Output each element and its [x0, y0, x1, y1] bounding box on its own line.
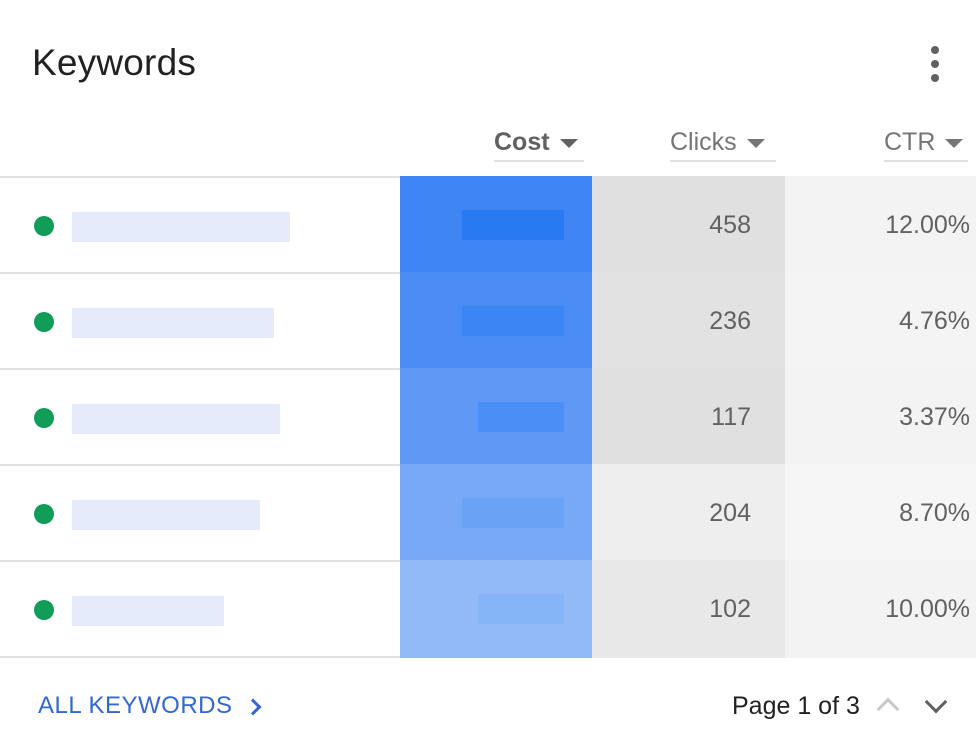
status-active-icon	[34, 312, 54, 332]
column-header-cost[interactable]: Cost	[494, 124, 584, 162]
ctr-cell: 8.70%	[785, 464, 976, 562]
previous-page-button[interactable]	[872, 690, 902, 721]
clicks-cell: 117	[592, 368, 785, 466]
all-keywords-link[interactable]: ALL KEYWORDS	[38, 692, 261, 720]
clicks-cell: 102	[592, 560, 785, 658]
status-active-icon	[34, 408, 54, 428]
card-title: Keywords	[32, 42, 197, 83]
status-active-icon	[34, 504, 54, 524]
keyword-placeholder[interactable]	[72, 500, 260, 530]
clicks-cell: 458	[592, 176, 785, 274]
cost-cell	[400, 464, 592, 562]
cost-value-placeholder	[478, 402, 564, 432]
table-row[interactable]: 102 10.00%	[0, 560, 976, 658]
all-keywords-link-label: ALL KEYWORDS	[38, 692, 233, 719]
keyword-placeholder[interactable]	[72, 212, 290, 242]
table-row[interactable]: 236 4.76%	[0, 272, 976, 370]
keyword-placeholder[interactable]	[72, 404, 280, 434]
next-page-button[interactable]	[920, 690, 950, 720]
keywords-table: 458 12.00% 236 4.76% 117 3.37% 204 8.70%	[0, 176, 976, 658]
cost-value-placeholder	[462, 498, 564, 528]
chevron-up-icon	[876, 697, 900, 721]
cost-cell	[400, 176, 592, 274]
table-row[interactable]: 204 8.70%	[0, 464, 976, 562]
ctr-cell: 4.76%	[785, 272, 976, 370]
more-vert-icon[interactable]	[920, 44, 950, 84]
chevron-down-icon	[924, 690, 948, 714]
sort-arrow-down-icon	[945, 138, 964, 148]
sort-arrow-down-icon	[746, 138, 765, 148]
status-active-icon	[34, 600, 54, 620]
cost-cell	[400, 368, 592, 466]
table-row[interactable]: 458 12.00%	[0, 176, 976, 274]
column-header-clicks[interactable]: Clicks	[670, 124, 776, 162]
column-header-clicks-label: Clicks	[670, 127, 737, 156]
column-header-cost-label: Cost	[494, 127, 550, 156]
clicks-cell: 204	[592, 464, 785, 562]
ctr-cell: 12.00%	[785, 176, 976, 274]
status-active-icon	[34, 216, 54, 236]
cost-cell	[400, 560, 592, 658]
page-indicator: Page 1 of 3	[732, 692, 860, 720]
cost-value-placeholder	[462, 306, 564, 336]
table-row[interactable]: 117 3.37%	[0, 368, 976, 466]
sort-arrow-down-icon	[559, 138, 578, 148]
ctr-cell: 10.00%	[785, 560, 976, 658]
cost-value-placeholder	[478, 594, 564, 624]
ctr-cell: 3.37%	[785, 368, 976, 466]
keyword-placeholder[interactable]	[72, 596, 224, 626]
column-header-ctr-label: CTR	[884, 127, 936, 156]
clicks-cell: 236	[592, 272, 785, 370]
chevron-right-icon	[244, 698, 261, 715]
cost-value-placeholder	[462, 210, 564, 240]
keyword-placeholder[interactable]	[72, 308, 274, 338]
column-header-ctr[interactable]: CTR	[884, 124, 968, 162]
cost-cell	[400, 272, 592, 370]
